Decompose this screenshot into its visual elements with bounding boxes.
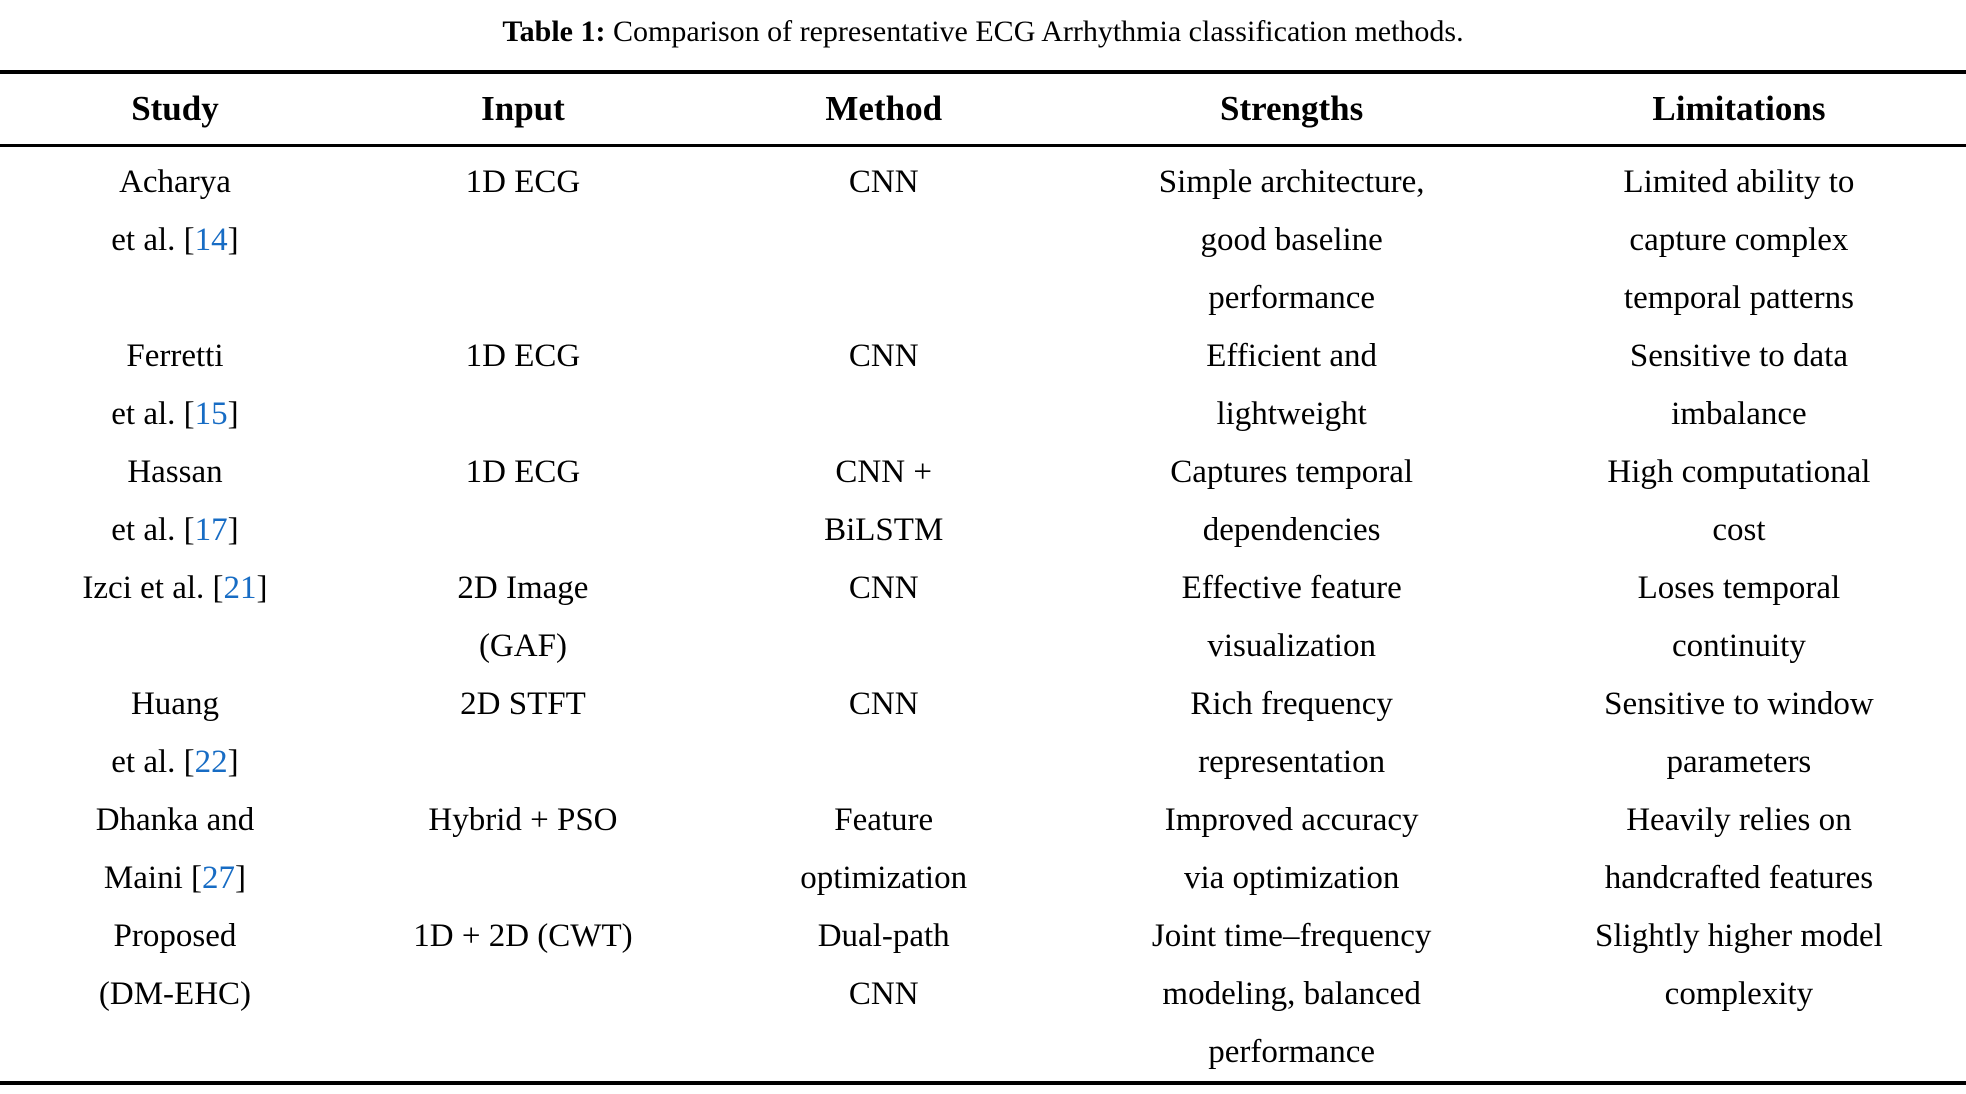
table-row: Ferretti et al. [15] 1D ECG CNN Efficient… [0, 327, 1966, 443]
cell-input: 1D ECG [465, 164, 581, 200]
citation-suffix: ] [227, 744, 239, 780]
table-row: Hassan et al. [17] 1D ECG CNN + BiLSTM Ca… [0, 443, 1966, 559]
table-row: Dhanka and Maini [27] Hybrid + PSO Featur… [0, 791, 1966, 907]
citation-prefix: et al. [ [111, 512, 195, 548]
cell-limitations: Slightly higher model complexity [1595, 918, 1883, 1012]
citation-link-22[interactable]: 22 [194, 744, 228, 780]
cell-input: 1D + 2D (CWT) [413, 918, 633, 954]
table-row: Proposed (DM-EHC) 1D + 2D (CWT) Dual-path… [0, 907, 1966, 1083]
table-caption-label: Table 1: [502, 15, 606, 48]
cell-study: Proposed (DM-EHC) [0, 907, 350, 1083]
column-header-strengths: Strengths [1071, 72, 1512, 147]
cell-study: Huang et al. [22] [0, 675, 350, 791]
citation-link-17[interactable]: 17 [194, 512, 228, 548]
study-citation-line: et al. [22] [0, 733, 350, 791]
cell-study: Dhanka and Maini [27] [0, 791, 350, 907]
study-citation-line: et al. [17] [0, 501, 350, 559]
cell-strengths: Captures temporal dependencies [1170, 454, 1414, 548]
citation-link-15[interactable]: 15 [194, 396, 228, 432]
study-name: Huang [130, 686, 219, 722]
citation-prefix: et al. [ [111, 396, 195, 432]
citation-link-27[interactable]: 27 [202, 860, 235, 896]
table-caption: Table 1: Comparison of representative EC… [0, 10, 1966, 54]
cell-input: Hybrid + PSO [428, 802, 618, 838]
cell-study: Ferretti et al. [15] [0, 327, 350, 443]
table-row: Izci et al. [21] 2D Image (GAF) CNN Effe… [0, 559, 1966, 675]
cell-study: Izci et al. [21] [0, 559, 350, 675]
study-citation-line: et al. [15] [0, 385, 350, 443]
table-caption-text: Comparison of representative ECG Arrhyth… [612, 15, 1464, 48]
citation-suffix: ] [227, 222, 239, 258]
cell-limitations: Sensitive to data imbalance [1629, 338, 1848, 432]
cell-method: CNN [848, 686, 919, 722]
cell-input: 1D ECG [465, 338, 581, 374]
study-citation-line: Izci et al. [21] [0, 559, 350, 617]
column-header-limitations: Limitations [1511, 72, 1966, 147]
cell-limitations: Limited ability to capture complex tempo… [1623, 164, 1855, 316]
cell-method: Dual-path CNN [817, 918, 950, 1012]
study-citation-line: et al. [14] [0, 211, 350, 269]
cell-strengths: Efficient and lightweight [1206, 338, 1378, 432]
study-name: Acharya [119, 164, 231, 200]
citation-suffix: ] [227, 512, 239, 548]
cell-study: Hassan et al. [17] [0, 443, 350, 559]
study-name: Proposed [113, 918, 237, 954]
citation-prefix: et al. [ [111, 744, 195, 780]
cell-method: CNN [848, 570, 919, 606]
cell-method: CNN [848, 338, 919, 374]
citation-prefix: Maini [ [103, 860, 202, 896]
column-header-study: Study [0, 72, 350, 147]
cell-input: 2D STFT [460, 686, 586, 722]
citation-prefix: Izci et al. [ [82, 570, 224, 606]
cell-limitations: High computational cost [1607, 454, 1871, 548]
cell-strengths: Rich frequency representation [1190, 686, 1393, 780]
study-name: Hassan [127, 454, 223, 490]
cell-method: Feature optimization [800, 802, 968, 896]
cell-limitations: Sensitive to window parameters [1604, 686, 1874, 780]
cell-method: CNN [848, 164, 919, 200]
cell-limitations: Heavily relies on handcrafted features [1604, 802, 1874, 896]
citation-link-21[interactable]: 21 [223, 570, 257, 606]
comparison-table: Study Input Method Strengths Limitations… [0, 70, 1966, 1085]
study-citation-line: Maini [27] [0, 849, 350, 907]
cell-limitations: Loses temporal continuity [1637, 570, 1841, 664]
cell-input: 2D Image (GAF) [457, 570, 589, 664]
citation-suffix: ] [235, 860, 246, 896]
cell-method: CNN + BiLSTM [824, 454, 944, 548]
cell-strengths: Simple architecture, good baseline perfo… [1158, 164, 1425, 316]
citation-suffix: ] [256, 570, 268, 606]
cell-strengths: Improved accuracy via optimization [1164, 802, 1419, 896]
cell-input: 1D ECG [465, 454, 581, 490]
citation-suffix: ] [227, 396, 239, 432]
column-header-input: Input [349, 72, 696, 147]
citation-link-14[interactable]: 14 [194, 222, 228, 258]
cell-strengths: Joint time–frequency modeling, balanced … [1151, 918, 1432, 1070]
citation-prefix: et al. [ [111, 222, 195, 258]
cell-strengths: Effective feature visualization [1181, 570, 1402, 664]
table-row: Acharya et al. [14] 1D ECG CNN Simple arc… [0, 146, 1966, 328]
study-name: Ferretti [126, 338, 224, 374]
column-header-method: Method [695, 72, 1072, 147]
cell-study: Acharya et al. [14] [0, 146, 350, 328]
table-row: Huang et al. [22] 2D STFT CNN Rich freque… [0, 675, 1966, 791]
study-name-line2: (DM-EHC) [98, 976, 252, 1012]
study-name: Dhanka and [95, 802, 255, 838]
header-row: Study Input Method Strengths Limitations [0, 72, 1966, 147]
